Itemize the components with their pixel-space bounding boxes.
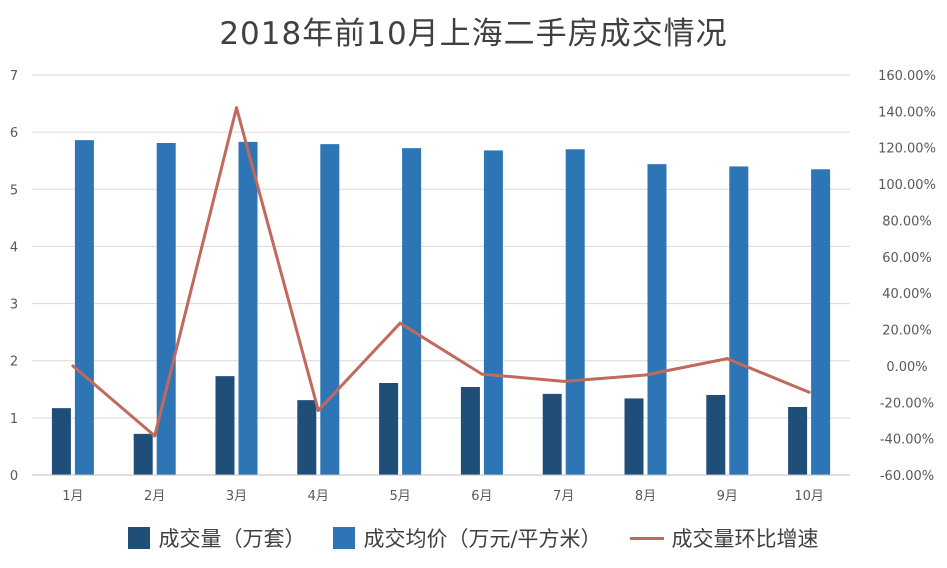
- right-tick-label: -40.00%: [880, 433, 934, 448]
- right-tick-label: 20.00%: [882, 324, 932, 339]
- bar-price: [483, 150, 503, 475]
- x-tick-label: 6月: [471, 489, 492, 504]
- legend-swatch-growth: [629, 536, 664, 540]
- bar-price: [402, 148, 422, 475]
- right-tick-label: -60.00%: [880, 469, 934, 484]
- right-tick-label: 40.00%: [882, 287, 932, 302]
- legend-item-growth: 成交量环比增速: [629, 523, 819, 553]
- x-tick-label: 7月: [553, 489, 574, 504]
- right-tick-label: 160.00%: [878, 69, 936, 84]
- bar-price: [811, 169, 831, 476]
- bar-volume: [706, 395, 726, 475]
- left-tick-label: 3: [10, 298, 18, 313]
- line-growth-point: [644, 373, 647, 377]
- bar-price: [320, 144, 340, 475]
- left-tick-label: 2: [10, 355, 18, 370]
- x-tick-label: 4月: [308, 489, 329, 504]
- line-growth-point: [153, 434, 157, 438]
- bar-volume: [51, 408, 71, 475]
- right-tick-label: 80.00%: [882, 214, 932, 229]
- legend-item-volume: 成交量（万套）: [128, 523, 305, 553]
- right-tick-label: 140.00%: [878, 105, 936, 120]
- legend-swatch-price: [333, 527, 356, 549]
- line-growth: [71, 106, 810, 438]
- legend-item-price: 成交均价（万元/平方米）: [333, 523, 602, 553]
- x-tick-label: 10月: [794, 489, 824, 504]
- line-growth-point: [71, 364, 75, 368]
- x-tick-label: 1月: [62, 489, 83, 504]
- legend-label-price: 成交均价（万元/平方米）: [363, 527, 602, 551]
- line-growth-point: [807, 390, 811, 394]
- bar-volume: [297, 400, 317, 475]
- left-tick-label: 1: [10, 412, 18, 427]
- legend-swatch-volume: [128, 527, 151, 549]
- legend-label-volume: 成交量（万套）: [158, 527, 306, 551]
- line-growth-point: [398, 321, 402, 325]
- bar-price: [74, 140, 94, 475]
- x-tick-label: 8月: [635, 489, 656, 504]
- right-tick-label: 0.00%: [886, 360, 927, 375]
- bar-volume: [215, 376, 235, 475]
- x-tick-label: 2月: [144, 489, 165, 504]
- bar-volume: [542, 393, 562, 475]
- right-tick-label: 120.00%: [878, 142, 936, 157]
- left-tick-label: 5: [10, 183, 18, 198]
- left-tick-label: 4: [10, 240, 18, 255]
- bar-price: [729, 166, 749, 475]
- x-tick-label: 5月: [389, 489, 410, 504]
- line-growth-point: [316, 408, 320, 412]
- line-growth-point: [562, 379, 566, 383]
- line-growth-point: [725, 357, 729, 361]
- x-tick-label: 3月: [226, 489, 247, 504]
- right-tick-label: -20.00%: [880, 396, 934, 411]
- bar-volume: [788, 407, 808, 475]
- x-tick-label: 9月: [717, 489, 738, 504]
- line-growth-point: [480, 372, 484, 376]
- bar-price: [156, 143, 176, 475]
- bar-volume: [460, 387, 480, 475]
- line-growth-point: [235, 106, 238, 110]
- bar-price: [238, 141, 258, 475]
- legend: 成交量（万套） 成交均价（万元/平方米） 成交量环比增速: [0, 522, 947, 554]
- right-tick-label: 100.00%: [878, 178, 936, 193]
- left-tick-label: 7: [10, 69, 18, 84]
- bar-price: [565, 149, 585, 476]
- left-tick-label: 6: [10, 126, 18, 141]
- right-tick-label: 60.00%: [882, 251, 932, 266]
- bar-volume: [379, 383, 399, 475]
- chart-title: 2018年前10月上海二手房成交情况: [219, 16, 728, 52]
- bar-price: [647, 164, 667, 475]
- legend-label-growth: 成交量环比增速: [671, 527, 819, 551]
- bar-volume: [133, 433, 153, 475]
- left-tick-label: 0: [10, 469, 18, 484]
- bar-volume: [624, 398, 644, 475]
